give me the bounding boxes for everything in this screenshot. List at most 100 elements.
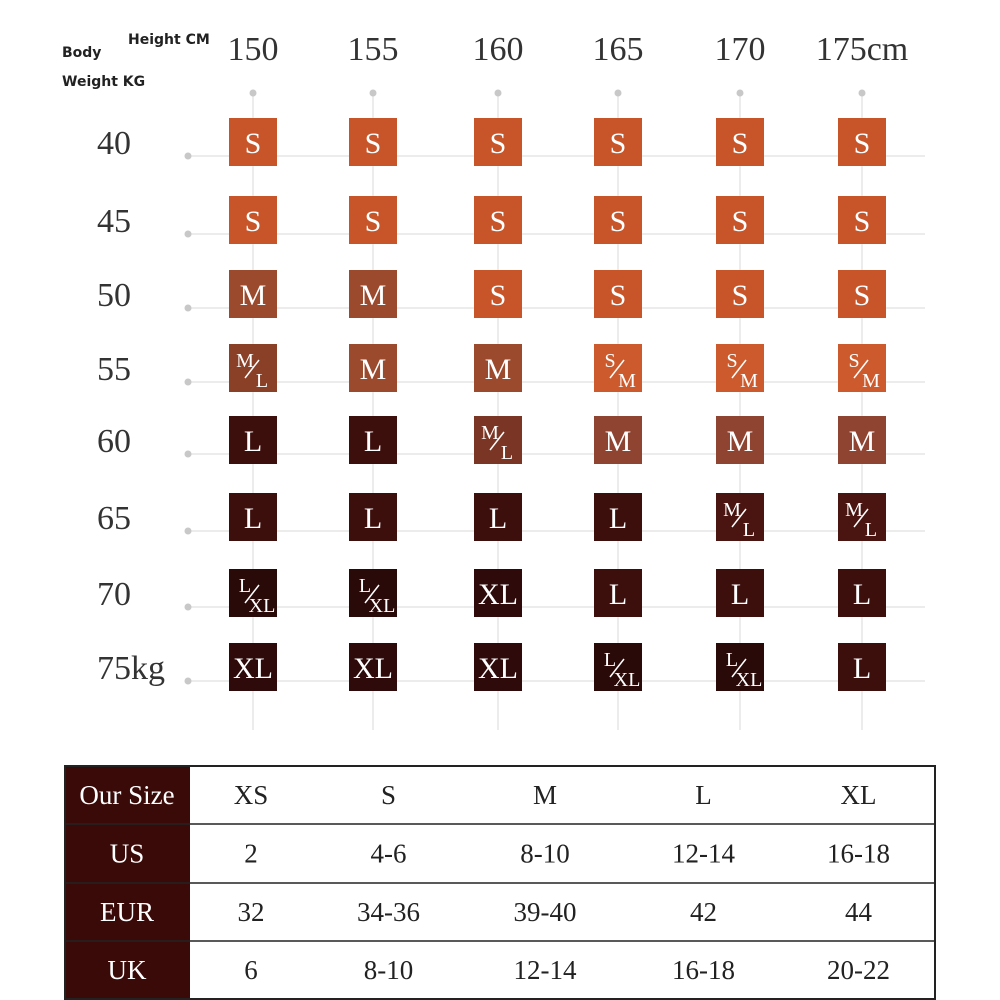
size-label-bottom: XL bbox=[736, 669, 763, 691]
grid-dot bbox=[736, 89, 744, 97]
size-box bbox=[229, 270, 277, 318]
size-label: L bbox=[244, 502, 262, 535]
table-cell: 42 bbox=[690, 897, 717, 927]
size-label-bottom: M bbox=[862, 370, 880, 392]
weight-label: 70 bbox=[97, 576, 131, 613]
size-label: S bbox=[245, 205, 262, 238]
size-label: S bbox=[610, 279, 627, 312]
weight-label: 40 bbox=[97, 125, 131, 162]
table-row-header: US bbox=[110, 839, 145, 869]
size-box bbox=[594, 569, 642, 617]
size-box bbox=[229, 416, 277, 464]
grid-dot bbox=[184, 450, 192, 458]
table-cell: L bbox=[695, 780, 712, 810]
size-label: L bbox=[609, 502, 627, 535]
size-label: S bbox=[365, 205, 382, 238]
size-label-bottom: L bbox=[501, 442, 513, 464]
table-cell: M bbox=[533, 780, 557, 810]
size-box bbox=[716, 270, 764, 318]
size-label: S bbox=[732, 279, 749, 312]
grid-dot bbox=[184, 378, 192, 386]
size-slash bbox=[489, 431, 505, 451]
table-cell: 8-10 bbox=[364, 955, 414, 985]
size-label: XL bbox=[233, 652, 273, 685]
size-label-top: M bbox=[723, 499, 741, 521]
size-label: S bbox=[365, 127, 382, 160]
size-label: L bbox=[609, 578, 627, 611]
size-label: M bbox=[605, 425, 632, 458]
size-box bbox=[349, 344, 397, 392]
size-box bbox=[474, 270, 522, 318]
size-label-bottom: L bbox=[256, 370, 268, 392]
weight-label: Weight KG bbox=[62, 74, 145, 90]
size-label: S bbox=[854, 127, 871, 160]
size-label: L bbox=[364, 425, 382, 458]
size-slash bbox=[609, 359, 625, 379]
size-label: XL bbox=[478, 652, 518, 685]
grid-dot bbox=[614, 89, 622, 97]
size-label-bottom: M bbox=[740, 370, 758, 392]
size-label: S bbox=[490, 205, 507, 238]
size-box bbox=[594, 493, 642, 541]
table-cell: 12-14 bbox=[514, 955, 577, 985]
size-label: L bbox=[731, 578, 749, 611]
size-label: S bbox=[732, 127, 749, 160]
size-box bbox=[474, 344, 522, 392]
size-label-bottom: XL bbox=[614, 669, 641, 691]
height-label: 155 bbox=[348, 31, 399, 68]
table-cell: 4-6 bbox=[371, 839, 407, 869]
size-label-top: S bbox=[604, 350, 615, 372]
size-label: M bbox=[485, 353, 512, 386]
size-label: S bbox=[854, 205, 871, 238]
size-label-top: M bbox=[845, 499, 863, 521]
table-cell: 20-22 bbox=[827, 955, 890, 985]
height-label: Height CM bbox=[128, 32, 210, 48]
grid-dot bbox=[184, 527, 192, 535]
size-label: S bbox=[610, 127, 627, 160]
table-cell: 16-18 bbox=[672, 955, 735, 985]
grid-dot bbox=[858, 89, 866, 97]
size-slash bbox=[609, 658, 625, 678]
grid-dot bbox=[184, 152, 192, 160]
height-label: 150 bbox=[228, 31, 279, 68]
weight-label: 50 bbox=[97, 277, 131, 314]
grid-dot bbox=[249, 89, 257, 97]
table-row-header: UK bbox=[108, 955, 147, 985]
table-cell: 12-14 bbox=[672, 839, 735, 869]
size-box bbox=[474, 493, 522, 541]
size-slash bbox=[731, 359, 747, 379]
table-cell: 16-18 bbox=[827, 839, 890, 869]
grid-dot bbox=[184, 603, 192, 611]
size-label: XL bbox=[353, 652, 393, 685]
size-label: L bbox=[489, 502, 507, 535]
table-cell: 39-40 bbox=[514, 897, 577, 927]
size-label-bottom: L bbox=[743, 519, 755, 541]
size-label-top: M bbox=[481, 422, 499, 444]
size-box bbox=[838, 416, 886, 464]
size-box bbox=[594, 416, 642, 464]
weight-label: 60 bbox=[97, 423, 131, 460]
size-label-top: L bbox=[359, 575, 371, 597]
size-box bbox=[594, 196, 642, 244]
size-label-top: L bbox=[239, 575, 251, 597]
size-slash bbox=[853, 508, 869, 528]
size-label: M bbox=[360, 279, 387, 312]
size-slash bbox=[244, 359, 260, 379]
size-box bbox=[716, 416, 764, 464]
size-box bbox=[349, 196, 397, 244]
grid-dot bbox=[184, 677, 192, 685]
size-box bbox=[716, 196, 764, 244]
size-label-top: S bbox=[848, 350, 859, 372]
size-box bbox=[474, 569, 522, 617]
weight-label: 55 bbox=[97, 351, 131, 388]
size-label-bottom: M bbox=[618, 370, 636, 392]
size-label-bottom: L bbox=[865, 519, 877, 541]
size-slash bbox=[731, 658, 747, 678]
size-slash bbox=[244, 584, 260, 604]
size-label: S bbox=[490, 127, 507, 160]
size-box bbox=[349, 118, 397, 166]
size-label: L bbox=[244, 425, 262, 458]
size-box bbox=[349, 493, 397, 541]
table-cell: 44 bbox=[845, 897, 873, 927]
